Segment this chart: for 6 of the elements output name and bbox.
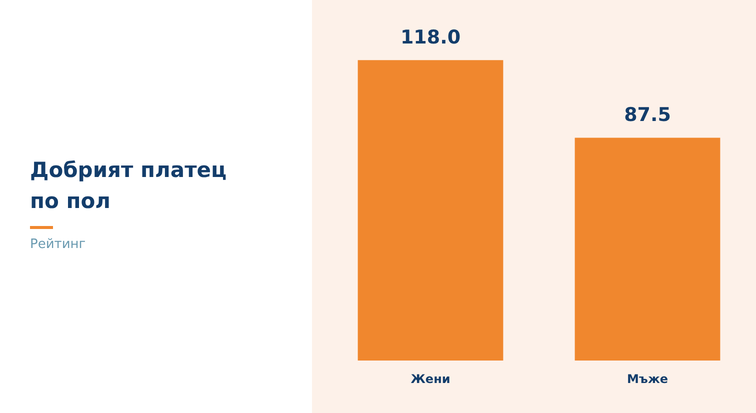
text: Рейтинг [30,237,87,252]
x-tick-label: Мъже [626,372,668,386]
text: Добрият платец по пол [30,157,228,215]
data-label: 87.5 [624,104,671,126]
data-label: 118.0 [400,26,461,49]
x-tick-label: Жени [410,372,450,386]
